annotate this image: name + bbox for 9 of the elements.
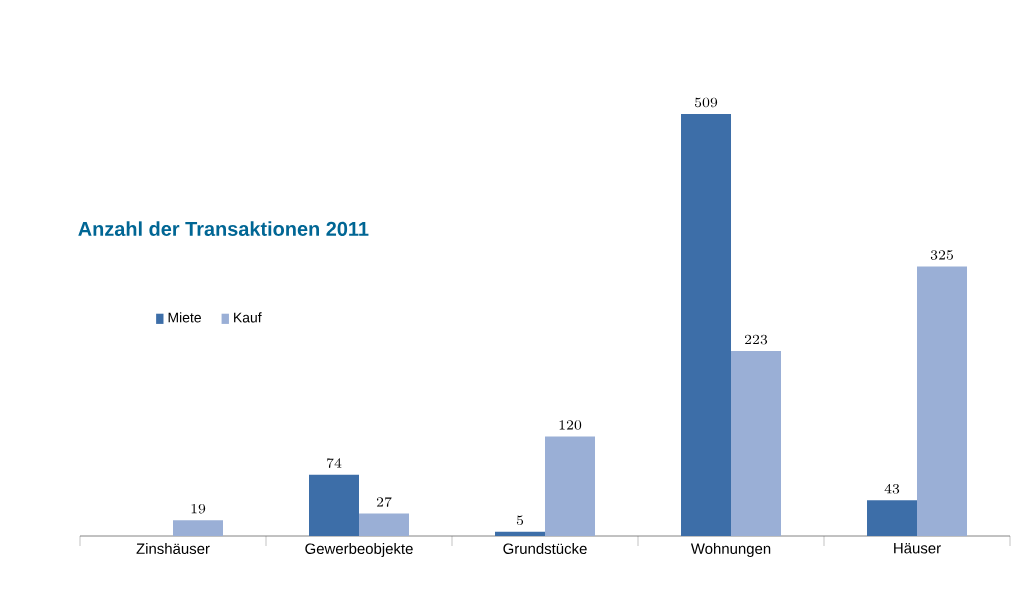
bar — [309, 474, 359, 536]
bar — [173, 520, 223, 536]
bar — [545, 436, 596, 536]
bar — [731, 351, 782, 536]
bar — [681, 113, 732, 536]
bar — [917, 266, 968, 536]
text: Anzahl der Transaktionen 2011 — [78, 221, 369, 236]
bar — [867, 500, 918, 536]
bar — [359, 513, 410, 536]
